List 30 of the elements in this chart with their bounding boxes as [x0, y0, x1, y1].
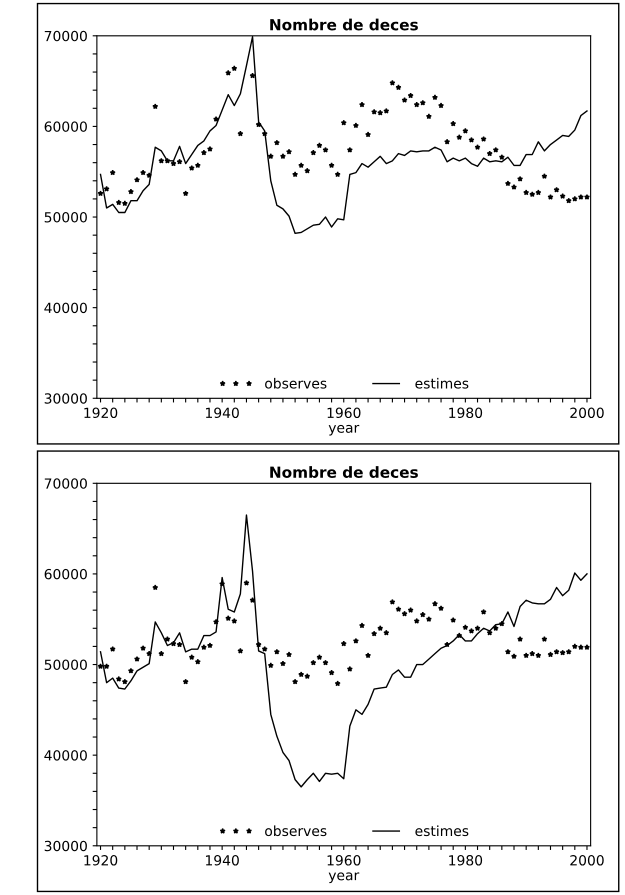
x-tick-label: 2000 [570, 408, 604, 418]
x-tick-label: 1980 [449, 855, 482, 866]
x-axis-title: year [328, 872, 360, 884]
x-tick-label: 1940 [206, 408, 239, 418]
x-tick-label: 1940 [206, 855, 239, 866]
chart-title: Nombre de deces [270, 466, 418, 478]
y-tick-label: 30000 [44, 840, 87, 852]
x-axis-title: year [328, 424, 360, 436]
y-tick-label: 70000 [44, 478, 87, 489]
x-tick-label: 1960 [328, 408, 360, 418]
y-tick-label: 40000 [44, 750, 87, 761]
x-tick-label: 1920 [84, 855, 118, 866]
x-tick-label: 2000 [570, 855, 604, 866]
x-tick-label: 1960 [328, 855, 360, 866]
y-tick-label: 30000 [44, 393, 87, 404]
legend-label: observes [265, 378, 326, 389]
y-tick-label: 60000 [44, 568, 87, 580]
y-tick-label: 50000 [44, 660, 87, 670]
line-series [100, 514, 588, 788]
legend-label: estimes [415, 825, 468, 836]
legend-label: observes [265, 825, 326, 836]
legend-label: estimes [415, 378, 468, 389]
y-tick-label: 40000 [44, 302, 87, 314]
y-tick-label: 60000 [44, 121, 87, 132]
y-tick-label: 70000 [44, 30, 87, 42]
x-tick-label: 1980 [449, 408, 482, 418]
chart-title: Nombre de deces [270, 18, 418, 30]
x-tick-label: 1920 [84, 408, 118, 418]
y-tick-label: 50000 [44, 212, 87, 223]
line-series [100, 36, 588, 234]
